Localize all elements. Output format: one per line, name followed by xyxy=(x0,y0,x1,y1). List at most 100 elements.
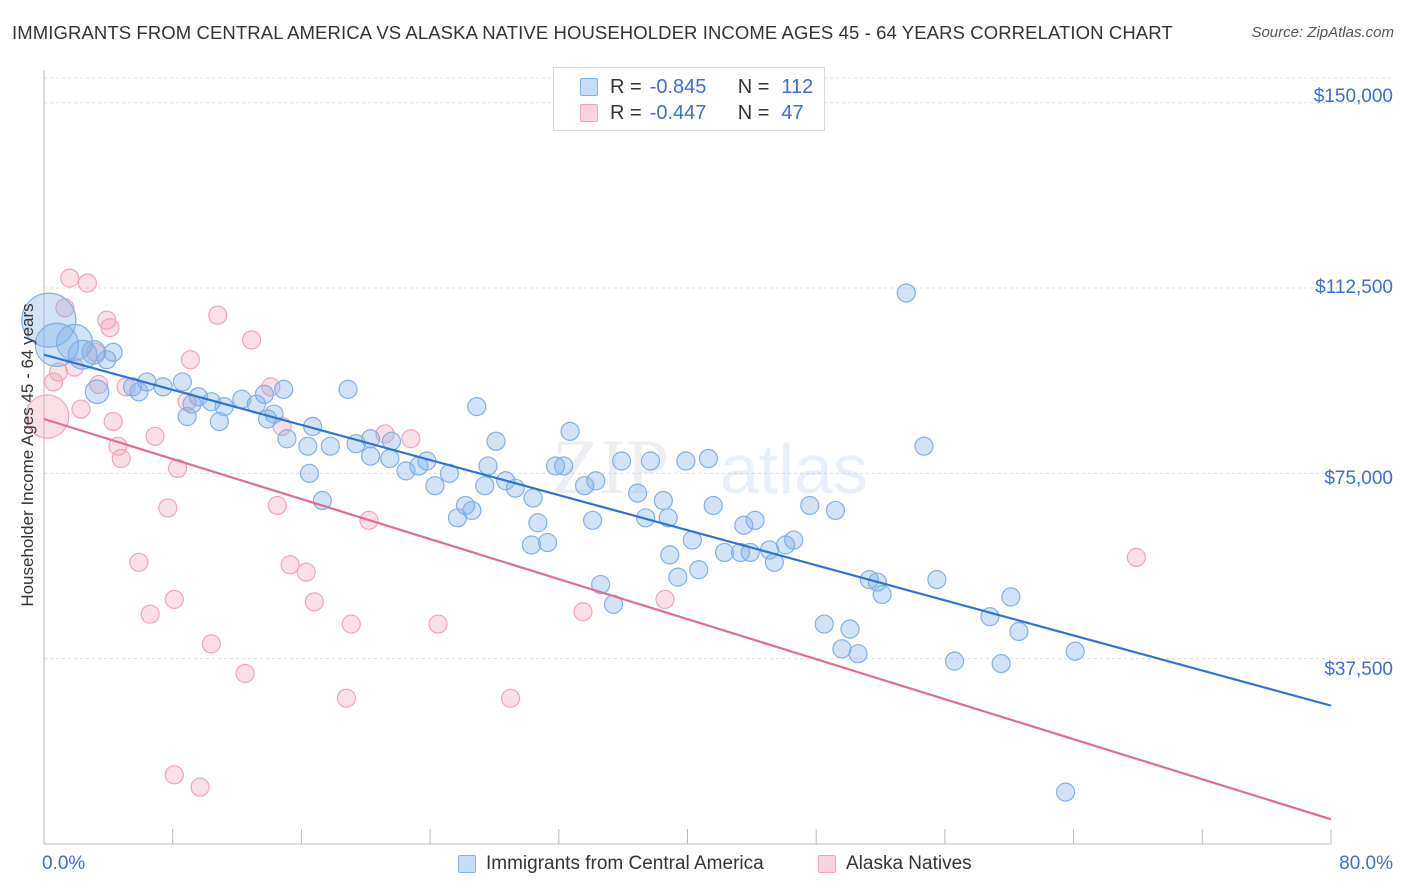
y-tick-label: $37,500 xyxy=(1324,659,1393,680)
n-value: 47 xyxy=(781,101,804,124)
data-point xyxy=(21,292,77,348)
data-point xyxy=(164,765,184,785)
data-point xyxy=(825,500,846,521)
data-point xyxy=(103,411,123,432)
chart-title: IMMIGRANTS FROM CENTRAL AMERICA VS ALASK… xyxy=(12,22,1173,43)
data-point xyxy=(523,488,543,508)
data-point xyxy=(784,530,804,550)
data-point xyxy=(1055,782,1076,802)
data-point xyxy=(235,663,255,684)
data-point xyxy=(840,619,860,639)
data-point xyxy=(500,688,521,708)
data-point xyxy=(611,451,632,471)
data-point xyxy=(486,431,506,451)
data-point xyxy=(730,542,751,563)
data-point xyxy=(927,570,947,590)
data-point xyxy=(158,498,178,518)
data-point xyxy=(703,495,723,516)
data-point xyxy=(375,424,395,444)
data-point xyxy=(201,634,221,654)
trend-lines xyxy=(43,353,1332,821)
data-point xyxy=(298,436,318,456)
data-point xyxy=(264,404,284,424)
n-label: N = xyxy=(737,101,770,124)
data-point xyxy=(277,429,297,449)
source-label: Source: ZipAtlas.com xyxy=(1251,24,1394,41)
watermark-zip: ZIP xyxy=(552,423,669,510)
data-point xyxy=(164,589,184,609)
grid-lines xyxy=(44,77,1394,660)
y-tick-label: $150,000 xyxy=(1313,86,1393,107)
data-point xyxy=(944,651,965,671)
data-point xyxy=(360,446,381,466)
data-point xyxy=(586,471,606,491)
legend-item-alaska-natives: Alaska Natives xyxy=(818,851,972,877)
data-point xyxy=(77,273,98,293)
blue-swatch-icon xyxy=(580,78,598,96)
data-point xyxy=(1009,621,1029,642)
trend-line xyxy=(43,417,1332,821)
data-point xyxy=(573,602,593,622)
data-point xyxy=(111,448,131,469)
data-point xyxy=(140,604,160,624)
data-point xyxy=(655,589,675,609)
data-point xyxy=(401,429,421,449)
data-point xyxy=(872,584,892,605)
data-point xyxy=(676,451,696,471)
data-point xyxy=(100,317,120,338)
data-point xyxy=(44,372,64,392)
data-point xyxy=(97,350,117,370)
legend-row-central-america: R = -0.845 N = 112 xyxy=(580,75,813,99)
r-value: -0.845 xyxy=(649,75,707,98)
series-alaska-natives-points xyxy=(25,268,1146,797)
data-point xyxy=(280,555,300,575)
axes xyxy=(43,70,1332,845)
legend-row-alaska-natives: R = -0.447 N = 47 xyxy=(580,101,804,125)
data-point xyxy=(521,535,542,555)
data-point xyxy=(209,411,229,432)
data-point xyxy=(848,644,868,664)
data-point xyxy=(425,476,445,496)
r-value: -0.447 xyxy=(649,101,707,124)
data-point xyxy=(129,382,149,402)
data-point xyxy=(336,688,357,708)
data-point xyxy=(814,614,834,634)
data-point xyxy=(714,542,735,563)
data-point xyxy=(25,394,70,439)
data-point xyxy=(545,456,566,476)
data-point xyxy=(81,339,107,365)
data-point xyxy=(60,268,80,288)
data-point xyxy=(582,510,603,530)
data-point xyxy=(560,421,580,441)
y-tick-label: $112,500 xyxy=(1315,277,1393,298)
data-point xyxy=(462,500,482,521)
data-point xyxy=(145,426,165,446)
data-point xyxy=(129,552,149,572)
r-label: R = xyxy=(610,101,642,124)
data-point xyxy=(177,406,197,427)
data-point xyxy=(338,379,358,399)
x-tick-label-max: 80.0% xyxy=(1339,853,1393,874)
data-point xyxy=(1065,641,1085,661)
data-point xyxy=(640,451,661,471)
watermark-atlas: atlas xyxy=(720,430,868,508)
data-point xyxy=(396,461,416,481)
data-point xyxy=(467,397,487,417)
data-point xyxy=(1001,587,1021,607)
data-point xyxy=(172,372,192,392)
data-point xyxy=(267,495,287,516)
series-central-america-points xyxy=(21,283,1085,802)
series-name: Alaska Natives xyxy=(846,853,972,874)
data-point xyxy=(554,456,574,476)
correlation-legend: R = -0.845 N = 112 R = -0.447 N = 47 xyxy=(553,67,825,131)
data-point xyxy=(591,574,611,595)
data-point xyxy=(478,456,498,476)
n-label: N = xyxy=(737,75,770,98)
y-tick-label: $75,000 xyxy=(1324,468,1393,489)
pink-swatch-icon xyxy=(818,855,836,873)
data-point xyxy=(475,476,495,496)
x-tick-label-min: 0.0% xyxy=(42,853,86,874)
data-point xyxy=(320,436,340,456)
data-point xyxy=(537,532,558,553)
data-point xyxy=(103,342,123,362)
